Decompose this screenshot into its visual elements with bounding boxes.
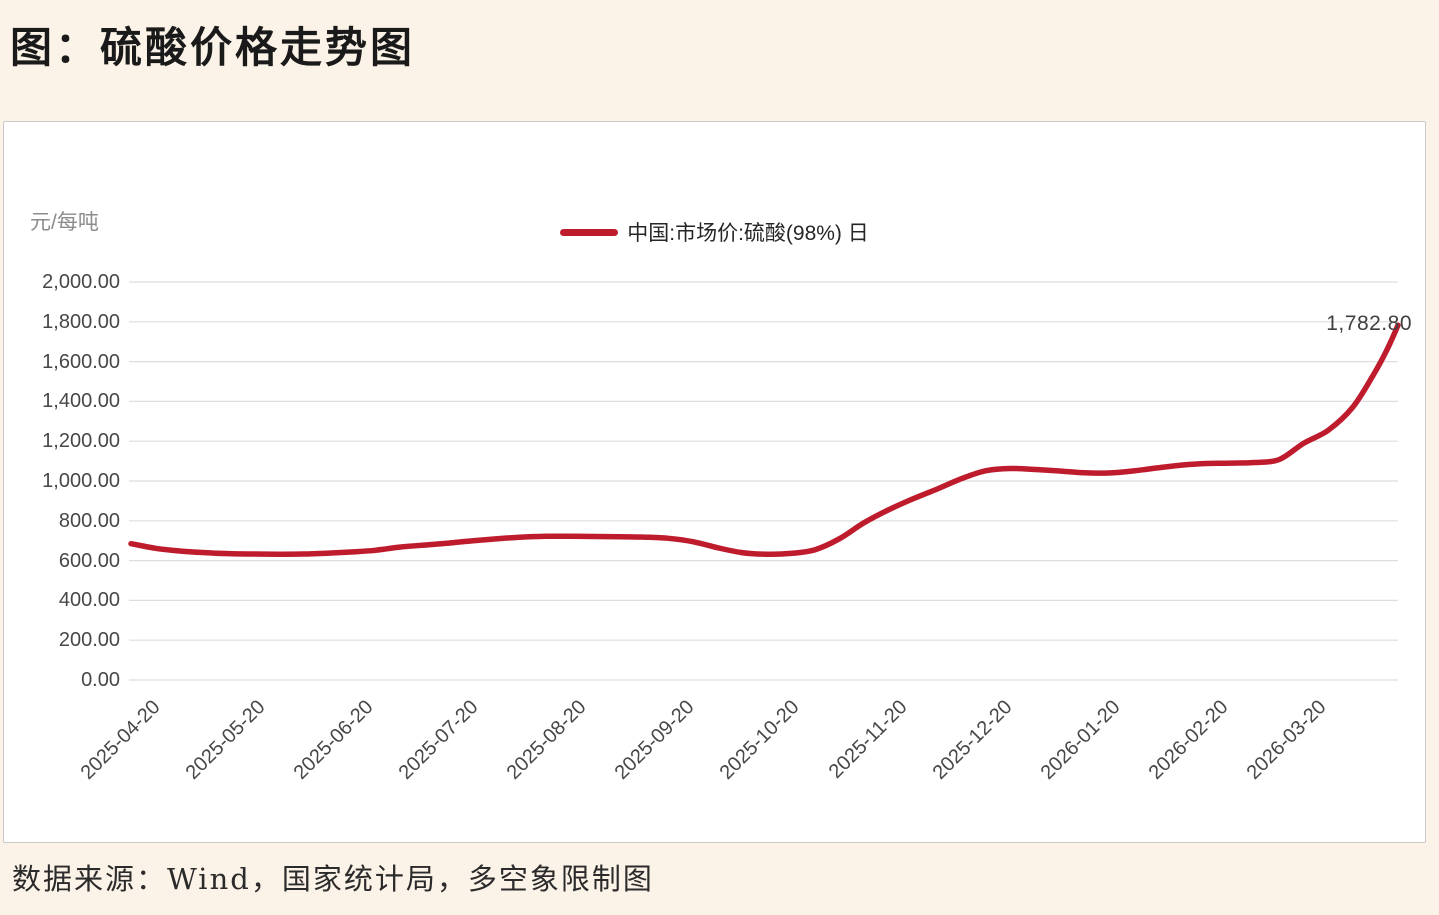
x-axis-tick-label: 2025-08-20 (502, 696, 591, 784)
x-axis-tick-label: 2025-11-20 (824, 696, 912, 783)
y-axis-tick-label: 600.00 (58, 549, 120, 572)
y-axis-tick-label: 1,600.00 (42, 350, 120, 373)
line-chart-plot (128, 281, 1401, 681)
price-line (128, 322, 1401, 558)
source-note: 数据来源：Wind，国家统计局，多空象限制图 (12, 862, 654, 896)
x-axis-tick-label: 2025-07-20 (394, 696, 483, 784)
y-axis-tick-label: 1,200.00 (42, 430, 120, 453)
x-axis-tick-label: 2025-05-20 (181, 696, 270, 784)
x-axis-tick-label: 2025-10-20 (715, 696, 804, 784)
y-axis-tick-label: 800.00 (58, 509, 120, 532)
y-axis-tick-label: 200.00 (58, 629, 120, 652)
last-value-label: 1,782.80 (1326, 312, 1412, 335)
legend-label: 中国:市场价:硫酸(98%) 日 (627, 222, 869, 245)
x-axis-tick-label: 2026-02-20 (1144, 696, 1233, 784)
y-axis-tick-label: 1,400.00 (42, 390, 120, 413)
y-axis-unit-label: 元/每吨 (30, 211, 99, 234)
x-axis-tick-label: 2026-01-20 (1036, 696, 1125, 784)
x-axis-tick-label: 2025-06-20 (289, 696, 378, 784)
x-axis-tick-label: 2025-09-20 (610, 696, 699, 784)
y-axis-tick-label: 1,800.00 (42, 310, 120, 333)
y-axis-tick-label: 0.00 (81, 669, 120, 691)
y-axis-tick-label: 400.00 (58, 589, 120, 612)
chart-panel: 元/每吨 中国:市场价:硫酸(98%) 日 2,000.00 1,800.00 1,… (3, 121, 1426, 843)
legend: 中国:市场价:硫酸(98%) 日 (4, 217, 1425, 247)
x-axis-tick-label: 2025-04-20 (76, 696, 165, 784)
x-axis-tick-label: 2025-12-20 (928, 696, 1017, 784)
y-axis-tick-label: 1,000.00 (42, 470, 120, 492)
legend-line-swatch (560, 228, 619, 236)
chart-title: 图：硫酸价格走势图 (10, 23, 416, 72)
x-axis-tick-label: 2026-03-20 (1242, 696, 1331, 784)
y-axis-tick-label: 2,000.00 (42, 271, 120, 293)
